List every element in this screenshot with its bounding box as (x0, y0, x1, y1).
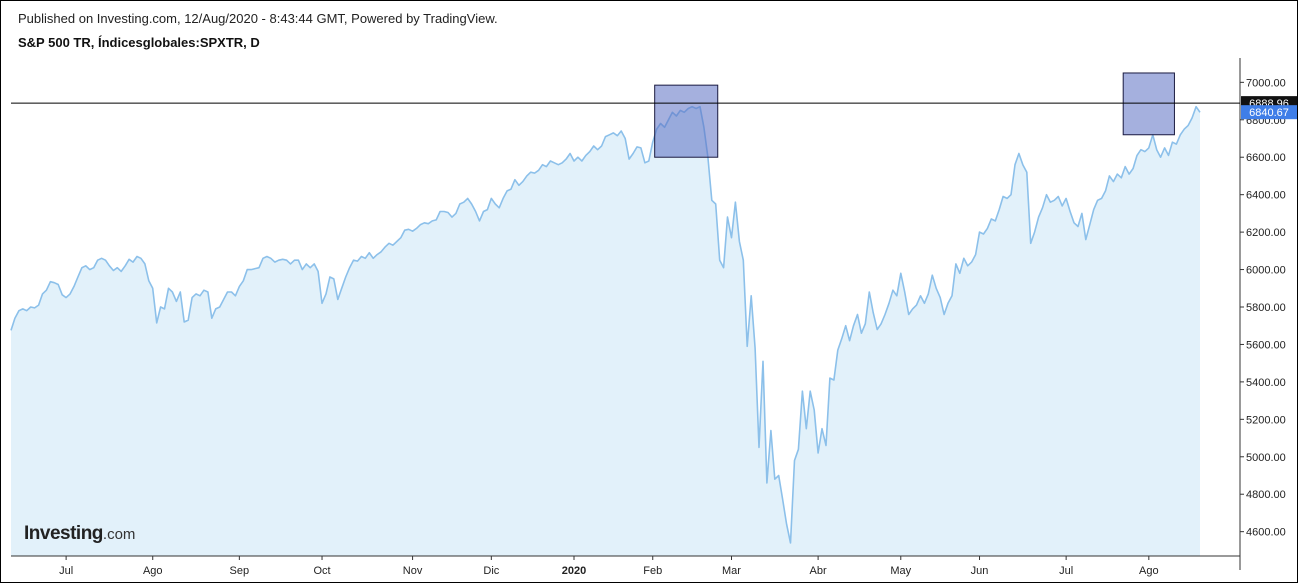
y-tick-label: 5800.00 (1246, 302, 1286, 314)
highlight-box-2 (1122, 72, 1175, 136)
y-tick-label: 6600.00 (1246, 152, 1286, 164)
x-tick-label: Mar (722, 565, 741, 577)
x-tick-label: Jun (971, 565, 989, 577)
y-tick-label: 6000.00 (1246, 265, 1286, 277)
series-line (10, 105, 1201, 544)
x-tick-label: Ago (1139, 565, 1159, 577)
x-tick-label: Sep (230, 565, 250, 577)
logo-brand: Investing (24, 523, 103, 544)
x-tick-label: 2020 (562, 565, 586, 577)
area-fill (11, 106, 1200, 556)
x-tick-label: Jul (59, 565, 73, 577)
x-tick-label: Nov (403, 565, 423, 577)
y-tick-label: 5200.00 (1246, 414, 1286, 426)
x-tick-label: Oct (313, 565, 330, 577)
x-tick-label: Abr (810, 565, 827, 577)
investing-logo: Investing.com (24, 523, 135, 545)
y-tick-label: 4600.00 (1246, 527, 1286, 539)
y-tick-label: 6400.00 (1246, 190, 1286, 202)
highlight-box-1 (654, 84, 719, 158)
publish-header: Published on Investing.com, 12/Aug/2020 … (18, 11, 498, 26)
y-tick-label: 7000.00 (1246, 77, 1286, 89)
x-tick-label: Ago (143, 565, 163, 577)
y-tick-label: 5600.00 (1246, 339, 1286, 351)
chart-title: S&P 500 TR, Índicesglobales:SPXTR, D (18, 35, 260, 50)
x-tick-label: Dic (483, 565, 499, 577)
y-tick-label: 5400.00 (1246, 377, 1286, 389)
last-price-tag (1241, 105, 1297, 120)
x-tick-label: Jul (1059, 565, 1073, 577)
logo-suffix: .com (102, 526, 136, 543)
y-tick-label: 6200.00 (1246, 227, 1286, 239)
y-tick-label: 5000.00 (1246, 452, 1286, 464)
x-tick-label: Feb (643, 565, 662, 577)
y-tick-label: 4800.00 (1246, 489, 1286, 501)
x-tick-label: May (890, 565, 911, 577)
last-price-label: 6840.67 (1249, 107, 1289, 119)
